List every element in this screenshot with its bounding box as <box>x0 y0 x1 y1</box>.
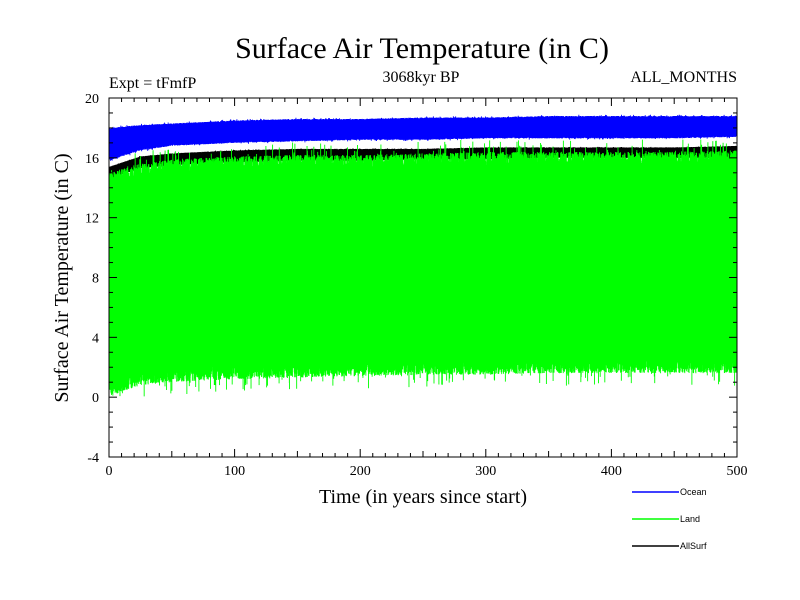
x-tick-label: 200 <box>350 464 371 479</box>
x-tick-label: 300 <box>475 464 496 479</box>
legend: Ocean Land AllSurf <box>632 487 707 551</box>
x-axis-label: Time (in years since start) <box>319 486 527 508</box>
legend-label-allsurf: AllSurf <box>680 541 707 551</box>
x-tick-label: 0 <box>106 464 113 479</box>
x-tick-label: 500 <box>727 464 748 479</box>
y-tick-label: 12 <box>85 212 99 227</box>
y-tick-label: 0 <box>92 391 99 406</box>
legend-label-land: Land <box>680 514 700 524</box>
chart-title: Surface Air Temperature (in C) <box>235 32 609 65</box>
months-label: ALL_MONTHS <box>630 69 737 86</box>
period-label: 3068kyr BP <box>383 69 460 86</box>
y-tick-label: 8 <box>92 272 99 287</box>
series-layer <box>108 114 738 397</box>
y-tick-label: 20 <box>85 92 99 107</box>
y-tick-label: 4 <box>92 331 99 346</box>
series-land <box>108 139 738 397</box>
experiment-label: Expt = tFmfP <box>109 75 196 92</box>
y-tick-label: -4 <box>87 451 99 466</box>
legend-label-ocean: Ocean <box>680 487 707 497</box>
x-tick-label: 100 <box>224 464 245 479</box>
y-tick-label: 16 <box>85 152 99 167</box>
y-axis-label: Surface Air Temperature (in C) <box>51 153 73 402</box>
x-tick-label: 400 <box>601 464 622 479</box>
